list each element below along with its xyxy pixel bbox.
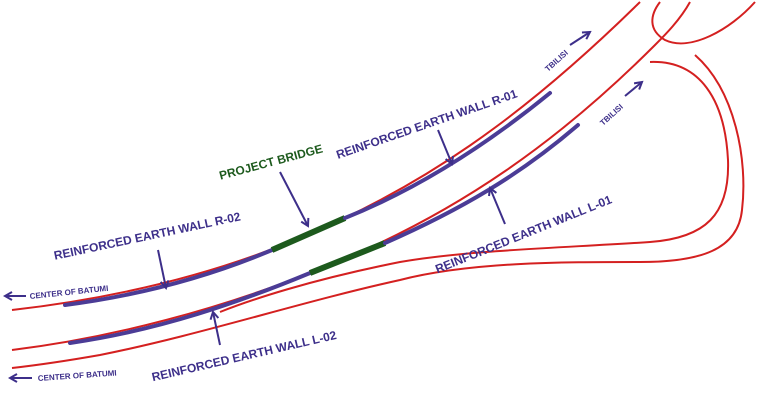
arrow-r02 bbox=[157, 249, 166, 288]
arrow-tbilisi-upper bbox=[569, 32, 590, 46]
wall-l01 bbox=[383, 123, 580, 245]
arrow-bridge bbox=[279, 171, 308, 226]
arrows bbox=[5, 32, 642, 378]
bridge-upper bbox=[270, 215, 347, 253]
label-wall-r02: REINFORCED EARTH WALL R-02 bbox=[53, 209, 243, 262]
wall-l02 bbox=[68, 271, 312, 345]
bridge-lower bbox=[308, 240, 387, 276]
walls bbox=[63, 91, 580, 345]
road-branch bbox=[651, 1, 756, 45]
label-batumi-lower: CENTER OF BATUMI bbox=[38, 369, 117, 383]
arrow-l02 bbox=[213, 312, 221, 346]
arrow-l01 bbox=[490, 188, 506, 225]
road-loop-outer bbox=[11, 54, 745, 369]
roads bbox=[11, 1, 756, 369]
road-lower bbox=[11, 1, 691, 351]
label-tbilisi-lower: TBILISI bbox=[598, 102, 625, 127]
label-project-bridge: PROJECT BRIDGE bbox=[218, 142, 325, 183]
arrow-r01 bbox=[437, 129, 452, 164]
road-loop-inner bbox=[219, 60, 730, 313]
arrow-tbilisi-lower bbox=[624, 82, 642, 97]
wall-r02 bbox=[63, 248, 274, 307]
label-wall-r01: REINFORCED EARTH WALL R-01 bbox=[334, 86, 519, 161]
